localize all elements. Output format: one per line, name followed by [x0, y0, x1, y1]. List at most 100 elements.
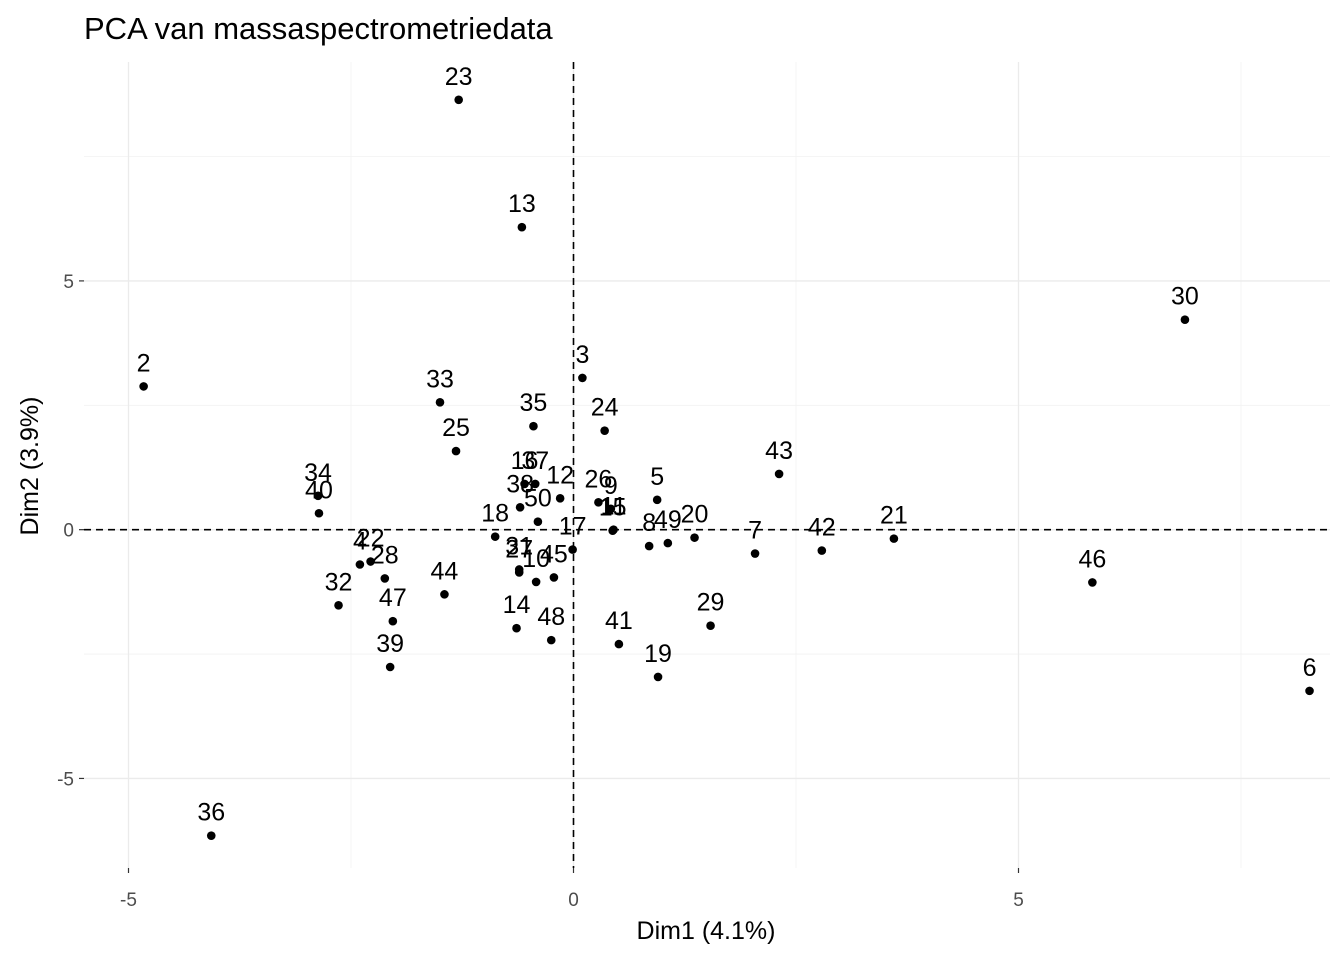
- data-points: [139, 95, 1314, 840]
- point-label-30: 30: [1171, 283, 1199, 311]
- point-label-19: 19: [644, 640, 672, 668]
- data-point-10: [531, 577, 541, 587]
- point-label-44: 44: [431, 557, 459, 585]
- data-point-20: [690, 533, 699, 542]
- point-label-23: 23: [445, 63, 473, 91]
- point-label-41: 41: [605, 607, 633, 635]
- x-tick-label: 5: [1013, 890, 1024, 911]
- data-point-42: [817, 546, 827, 555]
- point-label-43: 43: [765, 437, 793, 465]
- point-label-45: 45: [540, 540, 568, 568]
- point-label-16: 16: [511, 447, 539, 475]
- data-point-29: [706, 621, 715, 631]
- point-label-38: 38: [506, 470, 534, 498]
- data-point-34: [313, 491, 323, 501]
- data-point-5: [652, 495, 662, 505]
- point-label-21: 21: [880, 502, 908, 530]
- point-label-49: 49: [654, 506, 682, 534]
- x-tick-label: 0: [568, 890, 579, 911]
- point-label-20: 20: [681, 501, 709, 529]
- point-label-39: 39: [376, 630, 404, 658]
- point-label-33: 33: [426, 365, 454, 393]
- data-point-21: [889, 534, 899, 543]
- data-point-9: [606, 504, 616, 514]
- point-label-34: 34: [304, 459, 332, 487]
- data-point-14: [512, 623, 521, 633]
- point-label-11: 11: [601, 493, 627, 521]
- point-label-12: 12: [546, 461, 574, 489]
- point-label-48: 48: [537, 603, 565, 631]
- data-point-25: [451, 446, 461, 456]
- point-label-28: 28: [371, 541, 399, 569]
- point-label-8: 8: [642, 509, 656, 537]
- data-point-40: [314, 508, 324, 518]
- data-point-37: [530, 479, 540, 489]
- point-label-46: 46: [1078, 545, 1106, 573]
- point-label-15: 15: [599, 494, 627, 522]
- point-label-29: 29: [697, 589, 725, 617]
- data-point-39: [385, 662, 395, 672]
- point-label-6: 6: [1303, 654, 1317, 682]
- axis-ticks: -5 0 5 -5 0 5: [57, 272, 1024, 911]
- data-point-38: [515, 502, 525, 512]
- data-point-22: [366, 557, 375, 566]
- point-label-37: 37: [521, 447, 549, 475]
- x-tick-label: -5: [120, 890, 137, 911]
- data-point-6: [1305, 686, 1314, 696]
- data-point-28: [380, 574, 390, 583]
- data-point-26: [594, 498, 603, 507]
- chart-title: PCA van massaspectrometriedata: [84, 11, 553, 46]
- y-tick-label: 5: [63, 272, 74, 293]
- data-point-13: [517, 222, 527, 232]
- data-point-47: [388, 616, 398, 626]
- point-label-5: 5: [650, 463, 664, 491]
- y-tick-label: -5: [57, 769, 74, 790]
- point-label-2: 2: [137, 349, 151, 377]
- data-point-19: [653, 672, 663, 682]
- point-label-3: 3: [575, 341, 589, 369]
- data-point-48: [546, 635, 556, 645]
- point-label-35: 35: [520, 389, 548, 417]
- point-label-40: 40: [305, 476, 333, 504]
- data-point-44: [440, 590, 449, 599]
- point-label-25: 25: [442, 414, 470, 442]
- point-label-24: 24: [591, 394, 619, 422]
- data-point-33: [435, 398, 445, 407]
- data-point-8: [644, 541, 654, 551]
- data-point-2: [139, 382, 148, 391]
- data-point-35: [529, 421, 538, 431]
- point-label-14: 14: [503, 591, 531, 619]
- y-tick-label: 0: [63, 521, 74, 542]
- point-label-4: 4: [353, 528, 367, 556]
- point-label-13: 13: [508, 190, 536, 218]
- data-point-12: [555, 494, 565, 503]
- data-point-3: [578, 373, 587, 383]
- reference-lines: [84, 62, 1330, 868]
- data-point-41: [614, 639, 624, 649]
- data-point-16: [520, 479, 529, 489]
- point-label-36: 36: [197, 799, 225, 827]
- point-label-31: 31: [505, 532, 533, 560]
- point-label-47: 47: [379, 584, 407, 612]
- point-label-17: 17: [559, 513, 587, 541]
- point-label-9: 9: [604, 472, 618, 500]
- data-point-17: [568, 545, 577, 554]
- data-point-4: [355, 560, 365, 569]
- data-point-36: [206, 831, 216, 840]
- data-point-45: [549, 573, 559, 582]
- point-label-42: 42: [808, 514, 836, 542]
- point-label-7: 7: [748, 517, 762, 545]
- data-point-32: [334, 601, 343, 610]
- data-point-23: [454, 95, 463, 105]
- point-label-27: 27: [505, 535, 533, 563]
- data-point-31: [514, 565, 524, 574]
- x-axis-title: Dim1 (4.1%): [637, 917, 776, 945]
- data-point-18: [490, 532, 500, 541]
- data-point-50: [533, 517, 543, 527]
- y-axis-title: Dim2 (3.9%): [16, 397, 44, 536]
- data-point-30: [1180, 315, 1190, 325]
- point-label-26: 26: [585, 465, 613, 493]
- data-point-24: [600, 426, 609, 435]
- point-label-32: 32: [325, 568, 353, 596]
